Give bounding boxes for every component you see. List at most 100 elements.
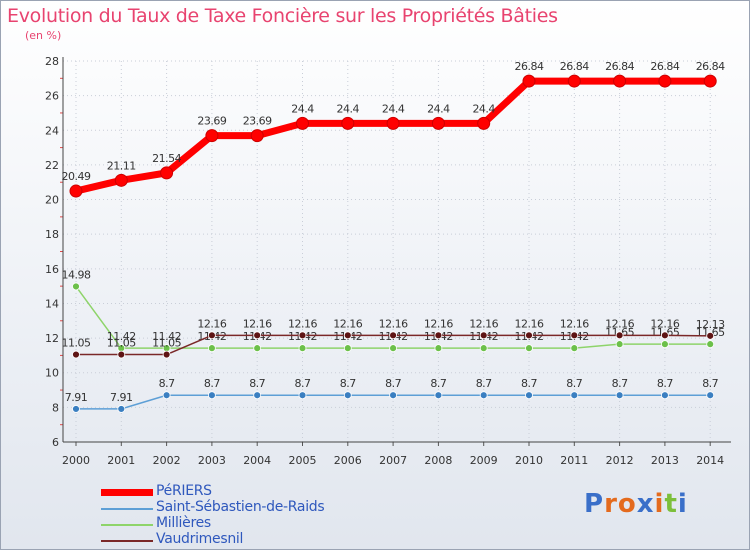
data-point bbox=[522, 74, 536, 88]
data-label: 12.16 bbox=[379, 317, 408, 330]
data-label: 8.7 bbox=[430, 377, 446, 390]
x-tick-label: 2012 bbox=[606, 454, 634, 467]
data-label: 8.7 bbox=[204, 377, 220, 390]
data-point bbox=[434, 331, 443, 340]
data-point bbox=[341, 116, 355, 130]
data-point bbox=[343, 331, 352, 340]
data-point bbox=[253, 344, 262, 353]
data-point bbox=[525, 331, 533, 340]
data-label: 7.91 bbox=[110, 391, 133, 404]
y-tick-label: 6 bbox=[52, 436, 59, 449]
data-label: 8.7 bbox=[612, 377, 628, 390]
data-point bbox=[431, 116, 445, 130]
data-point bbox=[72, 282, 80, 291]
data-point bbox=[117, 350, 126, 359]
data-point bbox=[296, 116, 309, 130]
data-point bbox=[706, 391, 715, 400]
y-tick-label: 28 bbox=[45, 55, 59, 68]
data-label: 12.16 bbox=[197, 317, 226, 330]
data-point bbox=[525, 344, 533, 353]
data-label: 12.16 bbox=[469, 317, 498, 330]
data-label: 8.7 bbox=[249, 377, 265, 390]
data-point bbox=[479, 344, 488, 353]
data-point bbox=[207, 344, 216, 353]
brand-letter: i bbox=[677, 489, 688, 519]
data-label: 8.7 bbox=[385, 377, 401, 390]
data-point bbox=[525, 391, 533, 400]
data-label: 14.98 bbox=[62, 268, 91, 281]
data-point bbox=[703, 74, 717, 88]
brand-letter: t bbox=[664, 489, 678, 519]
data-point bbox=[661, 391, 669, 400]
data-label: 12.16 bbox=[424, 317, 453, 330]
data-label: 24.4 bbox=[382, 102, 405, 115]
y-tick-label: 8 bbox=[52, 401, 59, 414]
x-tick-label: 2009 bbox=[470, 454, 498, 467]
data-label: 12.16 bbox=[650, 317, 679, 330]
data-label: 26.84 bbox=[696, 60, 725, 73]
data-point bbox=[613, 74, 627, 88]
data-point bbox=[253, 391, 262, 400]
data-label: 7.91 bbox=[65, 391, 88, 404]
data-point bbox=[434, 344, 443, 353]
x-tick-label: 2006 bbox=[334, 454, 362, 467]
x-tick-label: 2004 bbox=[243, 454, 271, 467]
data-point bbox=[298, 344, 307, 353]
y-tick-label: 12 bbox=[45, 332, 59, 345]
data-point bbox=[207, 391, 216, 400]
data-point bbox=[434, 391, 443, 400]
data-label: 26.84 bbox=[560, 60, 589, 73]
data-label: 12.16 bbox=[605, 317, 634, 330]
x-tick-label: 2013 bbox=[651, 454, 679, 467]
x-tick-label: 2011 bbox=[560, 454, 588, 467]
data-point bbox=[72, 350, 80, 359]
brand-letter: P bbox=[584, 489, 605, 519]
data-label: 12.16 bbox=[560, 317, 589, 330]
data-point bbox=[117, 405, 126, 413]
data-point bbox=[162, 350, 171, 359]
data-point bbox=[160, 166, 174, 180]
data-point bbox=[706, 340, 715, 349]
data-label: 8.7 bbox=[159, 377, 175, 390]
legend-swatch bbox=[101, 540, 153, 542]
data-label: 8.7 bbox=[521, 377, 537, 390]
data-point bbox=[250, 129, 264, 143]
brand-letter: r bbox=[604, 489, 618, 519]
data-label: 8.7 bbox=[702, 377, 718, 390]
data-label: 26.84 bbox=[605, 60, 634, 73]
legend-swatch bbox=[101, 524, 153, 526]
data-point bbox=[479, 331, 488, 340]
data-point bbox=[72, 405, 80, 413]
data-point bbox=[389, 331, 398, 340]
data-label: 24.4 bbox=[337, 102, 360, 115]
data-label: 24.4 bbox=[472, 102, 495, 115]
data-point bbox=[658, 74, 672, 88]
y-tick-label: 10 bbox=[45, 367, 59, 380]
data-label: 21.11 bbox=[107, 159, 136, 172]
data-label: 8.7 bbox=[566, 377, 582, 390]
legend-swatch bbox=[101, 508, 153, 510]
data-label: 12.16 bbox=[288, 317, 317, 330]
x-tick-label: 2000 bbox=[62, 454, 90, 467]
unit-label: (en %) bbox=[25, 29, 62, 42]
data-label: 11.42 bbox=[152, 330, 181, 343]
legend-label: Millières bbox=[156, 515, 211, 531]
data-point bbox=[479, 391, 488, 400]
data-label: 20.49 bbox=[62, 170, 91, 183]
x-tick-label: 2010 bbox=[515, 454, 543, 467]
brand-letter: x bbox=[636, 489, 655, 519]
data-point bbox=[389, 391, 398, 400]
brand-letter: o bbox=[617, 489, 637, 519]
data-label: 11.05 bbox=[152, 337, 181, 350]
data-label: 8.7 bbox=[657, 377, 673, 390]
x-tick-label: 2005 bbox=[289, 454, 317, 467]
series-saint-sebastien-de-raids: 7.91 7.91 8.7 8.7 8.7 8.7 8.7 8.7 8.7 8.7 8.7 8.7 8.… bbox=[65, 377, 719, 413]
x-tick-label: 2014 bbox=[696, 454, 724, 467]
legend-label: PéRIERS bbox=[156, 483, 212, 499]
data-point bbox=[253, 331, 262, 340]
x-tick-label: 2002 bbox=[153, 454, 181, 467]
data-point bbox=[477, 116, 491, 130]
series-periers: 20.49 21.11 21.54 23.69 23.69 24.4 24.4 24.4 24.… bbox=[62, 60, 726, 198]
data-point bbox=[343, 344, 352, 353]
data-label: 23.69 bbox=[243, 115, 272, 128]
